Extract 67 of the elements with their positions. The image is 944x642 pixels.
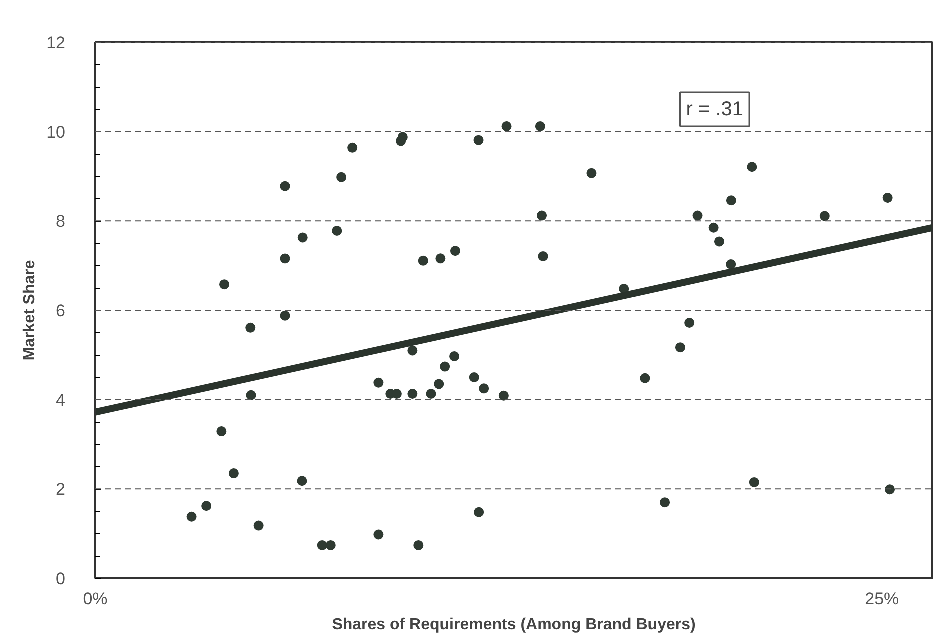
point <box>297 476 308 486</box>
point <box>280 254 290 264</box>
point <box>246 322 256 333</box>
point <box>186 512 197 522</box>
point <box>450 246 460 256</box>
point <box>326 540 336 550</box>
y-tick-label: 4 <box>56 390 66 410</box>
point <box>434 379 444 390</box>
point <box>708 222 719 233</box>
point <box>348 142 358 153</box>
annotation: r = .31 <box>686 98 744 120</box>
point <box>502 121 512 132</box>
point <box>332 226 342 236</box>
point <box>537 210 548 221</box>
point <box>882 192 893 203</box>
point <box>469 372 480 382</box>
point <box>220 280 230 290</box>
point <box>254 520 264 531</box>
y-tick-label: 0 <box>56 570 66 588</box>
point <box>216 426 227 437</box>
point <box>726 196 736 206</box>
point <box>675 342 686 353</box>
y-tick-label: 8 <box>56 212 66 232</box>
point <box>479 384 490 394</box>
point <box>535 121 546 132</box>
point <box>228 468 239 479</box>
point <box>474 135 484 146</box>
point <box>398 132 408 142</box>
point <box>586 168 597 178</box>
point <box>336 172 347 182</box>
point <box>202 501 212 512</box>
point <box>280 310 290 321</box>
y-tick-label: 12 <box>46 34 66 52</box>
point <box>885 484 896 495</box>
point <box>747 162 758 172</box>
point <box>418 256 428 266</box>
point <box>440 362 450 372</box>
point <box>714 236 724 247</box>
point <box>436 254 446 264</box>
point <box>820 211 830 222</box>
point <box>498 390 509 401</box>
point <box>684 318 695 328</box>
point <box>374 530 384 540</box>
y-tick-label: 10 <box>46 122 66 142</box>
point <box>414 540 424 550</box>
point <box>474 507 484 518</box>
x-tick-label: 0% <box>83 590 108 608</box>
y-axis-title: Market Share <box>22 260 39 361</box>
point <box>692 210 703 221</box>
y-tick-label: 6 <box>56 302 66 320</box>
point <box>538 251 548 262</box>
point <box>660 498 670 508</box>
y-tick-label: 2 <box>56 480 66 500</box>
point <box>640 373 650 384</box>
point <box>280 181 290 192</box>
point <box>408 346 418 356</box>
point <box>450 352 460 362</box>
point <box>749 477 760 488</box>
x-tick-label: 25% <box>865 590 900 608</box>
point <box>426 389 436 400</box>
point <box>298 232 308 243</box>
point <box>246 390 256 400</box>
point <box>374 378 384 388</box>
point <box>408 389 418 400</box>
point <box>726 260 736 270</box>
x-axis-title: Shares of Requirements (Among Brand Buyers) <box>332 616 696 634</box>
point <box>317 540 328 550</box>
